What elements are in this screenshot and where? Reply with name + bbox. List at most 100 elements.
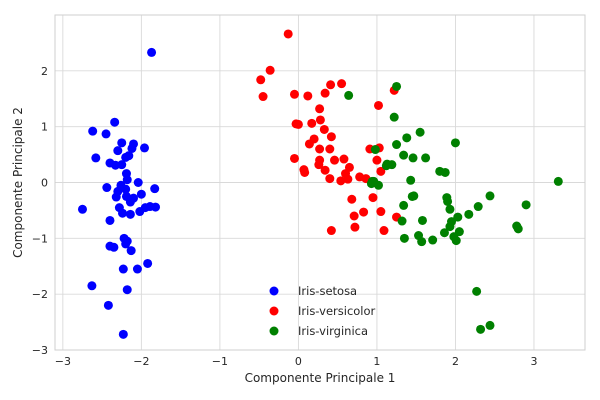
data-point bbox=[101, 129, 111, 139]
data-point bbox=[111, 192, 121, 202]
x-axis-title: Componente Principale 1 bbox=[245, 371, 396, 385]
data-point bbox=[256, 75, 266, 85]
data-point bbox=[319, 124, 329, 134]
series-iris-versicolor bbox=[256, 29, 402, 236]
x-tick-label: 3 bbox=[530, 355, 537, 368]
data-point bbox=[147, 47, 157, 57]
x-tick-label: −1 bbox=[212, 355, 228, 368]
data-point bbox=[450, 138, 460, 148]
data-point bbox=[91, 153, 101, 163]
data-point bbox=[389, 112, 399, 122]
data-point bbox=[399, 233, 409, 243]
data-point bbox=[443, 196, 453, 206]
data-point bbox=[320, 88, 330, 98]
data-point bbox=[121, 184, 131, 194]
data-point bbox=[330, 155, 340, 165]
data-point bbox=[336, 176, 346, 186]
data-point bbox=[373, 100, 383, 110]
series-iris-virginica bbox=[344, 81, 563, 334]
data-point bbox=[314, 160, 324, 170]
data-point bbox=[105, 215, 115, 225]
data-point bbox=[289, 153, 299, 163]
data-point bbox=[392, 140, 402, 150]
data-point bbox=[315, 104, 325, 114]
data-point bbox=[289, 89, 299, 99]
data-point bbox=[258, 92, 268, 102]
data-point bbox=[485, 320, 495, 330]
data-point bbox=[109, 242, 119, 252]
y-tick-label: 1 bbox=[41, 121, 48, 134]
data-point bbox=[417, 237, 427, 247]
data-point bbox=[368, 193, 378, 203]
legend-label: Iris-versicolor bbox=[298, 304, 376, 318]
data-point bbox=[124, 151, 134, 161]
y-tick-label: 0 bbox=[41, 177, 48, 190]
data-point bbox=[445, 222, 455, 232]
data-point bbox=[428, 235, 438, 245]
data-point bbox=[325, 144, 335, 154]
data-point bbox=[118, 329, 128, 339]
data-point bbox=[125, 209, 135, 219]
data-point bbox=[339, 154, 349, 164]
data-point bbox=[453, 212, 463, 222]
data-point bbox=[307, 118, 317, 128]
data-point bbox=[133, 178, 143, 187]
x-tick-label: 0 bbox=[295, 355, 302, 368]
legend: Iris-setosa Iris-versicolor Iris-virginica bbox=[269, 284, 376, 338]
data-point bbox=[421, 153, 431, 163]
data-point bbox=[372, 155, 382, 165]
data-point bbox=[553, 176, 563, 186]
data-point bbox=[117, 160, 127, 170]
data-point bbox=[476, 324, 486, 334]
data-point bbox=[87, 281, 97, 291]
data-point bbox=[451, 236, 461, 246]
data-point bbox=[473, 202, 483, 212]
y-tick-label: −2 bbox=[32, 288, 48, 301]
data-point bbox=[77, 204, 87, 214]
data-point bbox=[122, 236, 132, 246]
legend-marker bbox=[269, 286, 279, 296]
data-point bbox=[376, 166, 386, 176]
data-point bbox=[366, 179, 376, 189]
data-point bbox=[300, 167, 310, 177]
x-tick-label: −2 bbox=[133, 355, 149, 368]
data-point bbox=[320, 165, 330, 175]
data-point bbox=[370, 145, 380, 155]
data-point bbox=[303, 91, 313, 101]
data-point bbox=[350, 222, 360, 232]
data-point bbox=[408, 153, 418, 163]
legend-marker bbox=[269, 326, 279, 336]
data-point bbox=[315, 115, 325, 125]
plot-frame bbox=[54, 14, 586, 351]
data-point bbox=[126, 246, 136, 256]
legend-label: Iris-setosa bbox=[298, 284, 357, 298]
series-iris-setosa bbox=[77, 47, 161, 339]
data-point bbox=[344, 90, 354, 100]
data-point bbox=[136, 189, 146, 199]
data-point bbox=[143, 258, 153, 268]
data-point bbox=[110, 117, 120, 127]
data-point bbox=[103, 300, 113, 310]
data-point bbox=[406, 175, 416, 185]
y-axis-title: Componente Principale 2 bbox=[11, 107, 25, 258]
data-point bbox=[122, 285, 132, 295]
data-point bbox=[392, 81, 402, 91]
data-point bbox=[265, 65, 275, 75]
data-point bbox=[376, 207, 386, 217]
data-point bbox=[347, 194, 357, 204]
data-point bbox=[118, 208, 128, 218]
y-tick-label: −3 bbox=[32, 344, 48, 357]
data-point bbox=[326, 226, 336, 236]
data-point bbox=[454, 227, 464, 237]
data-point bbox=[129, 139, 139, 149]
data-point bbox=[293, 119, 303, 129]
data-point bbox=[439, 228, 449, 238]
data-point bbox=[129, 193, 139, 203]
data-point bbox=[521, 200, 531, 210]
data-point bbox=[132, 264, 142, 274]
x-tick-label: 1 bbox=[373, 355, 380, 368]
data-point bbox=[326, 80, 336, 90]
data-point bbox=[445, 204, 455, 214]
data-point bbox=[150, 184, 160, 194]
